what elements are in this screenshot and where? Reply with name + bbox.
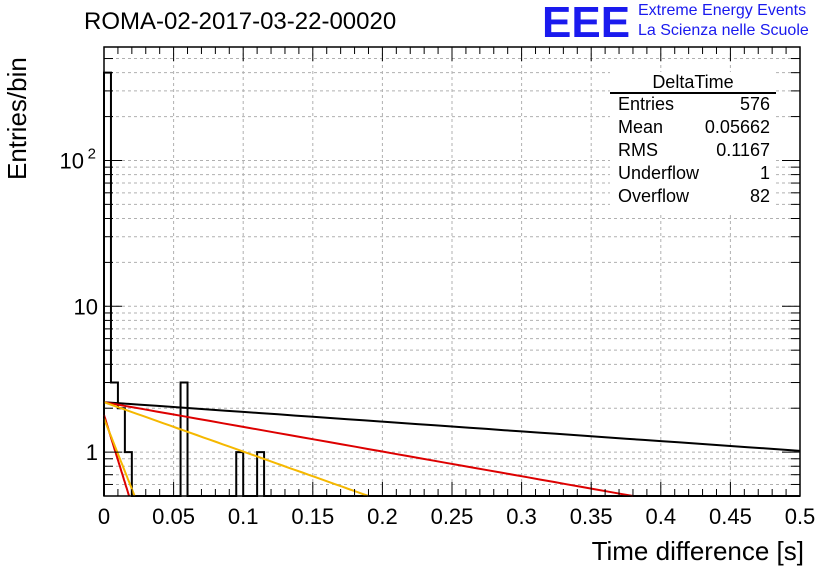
axis-ticks <box>103 46 801 497</box>
stat-label: Underflow <box>618 163 700 183</box>
y-tick-label: 10 <box>60 148 84 173</box>
stat-value: 0.1167 <box>716 140 770 160</box>
logo-subtitle-1: Extreme Energy Events <box>638 2 807 19</box>
x-tick-label: 0.4 <box>646 504 677 529</box>
fit-lines <box>103 401 801 497</box>
fit-line <box>103 401 634 497</box>
stat-row-entries: Entries 576 <box>618 94 770 116</box>
stat-value: 82 <box>749 186 770 206</box>
axis-tick-labels: 0 0.05 0.1 0.15 0.2 0.25 0.3 0.35 0.4 0.45 0.5 1 10 1… <box>60 145 816 529</box>
y-tick-label: 10 <box>74 294 98 319</box>
x-tick-label: 0.3 <box>506 504 537 529</box>
fit-line <box>103 401 801 452</box>
stat-label: Entries <box>618 94 675 114</box>
eee-logo: EEE <box>542 0 631 47</box>
x-tick-label: 0.5 <box>785 504 816 529</box>
y-tick-exponent: 2 <box>88 145 96 162</box>
stat-label: RMS <box>618 140 658 160</box>
y-tick-label: 1 <box>86 440 98 465</box>
stats-divider <box>610 92 776 94</box>
stat-value: 1 <box>759 163 770 183</box>
y-axis-label: Entries/bin <box>2 57 32 180</box>
stat-value: 0.05662 <box>704 117 770 137</box>
x-tick-label: 0.35 <box>570 504 613 529</box>
logo-subtitle-2: La Scienza nelle Scuole <box>638 22 809 39</box>
stats-title: DeltaTime <box>652 72 734 92</box>
stat-label: Mean <box>618 117 664 137</box>
grid <box>104 46 800 497</box>
stats-box: DeltaTime Entries 576 Mean 0.05662 RMS 0… <box>610 72 776 212</box>
stat-value: 576 <box>739 94 770 114</box>
x-tick-label: 0.15 <box>291 504 334 529</box>
stat-row-mean: Mean 0.05662 <box>618 117 770 139</box>
x-axis-label: Time difference [s] <box>591 536 804 566</box>
stat-row-underflow: Underflow 1 <box>618 163 770 185</box>
x-tick-label: 0.05 <box>152 504 195 529</box>
stat-label: Overflow <box>618 186 690 206</box>
run-title: ROMA-02-2017-03-22-00020 <box>84 8 397 35</box>
stat-row-rms: RMS 0.1167 <box>618 140 770 162</box>
x-tick-label: 0.1 <box>228 504 259 529</box>
stat-row-overflow: Overflow 82 <box>618 186 770 208</box>
fit-line <box>103 401 369 497</box>
x-tick-label: 0.45 <box>709 504 752 529</box>
fit-line <box>103 418 136 497</box>
x-tick-label: 0 <box>98 504 110 529</box>
x-tick-label: 0.25 <box>431 504 474 529</box>
x-tick-label: 0.2 <box>367 504 398 529</box>
